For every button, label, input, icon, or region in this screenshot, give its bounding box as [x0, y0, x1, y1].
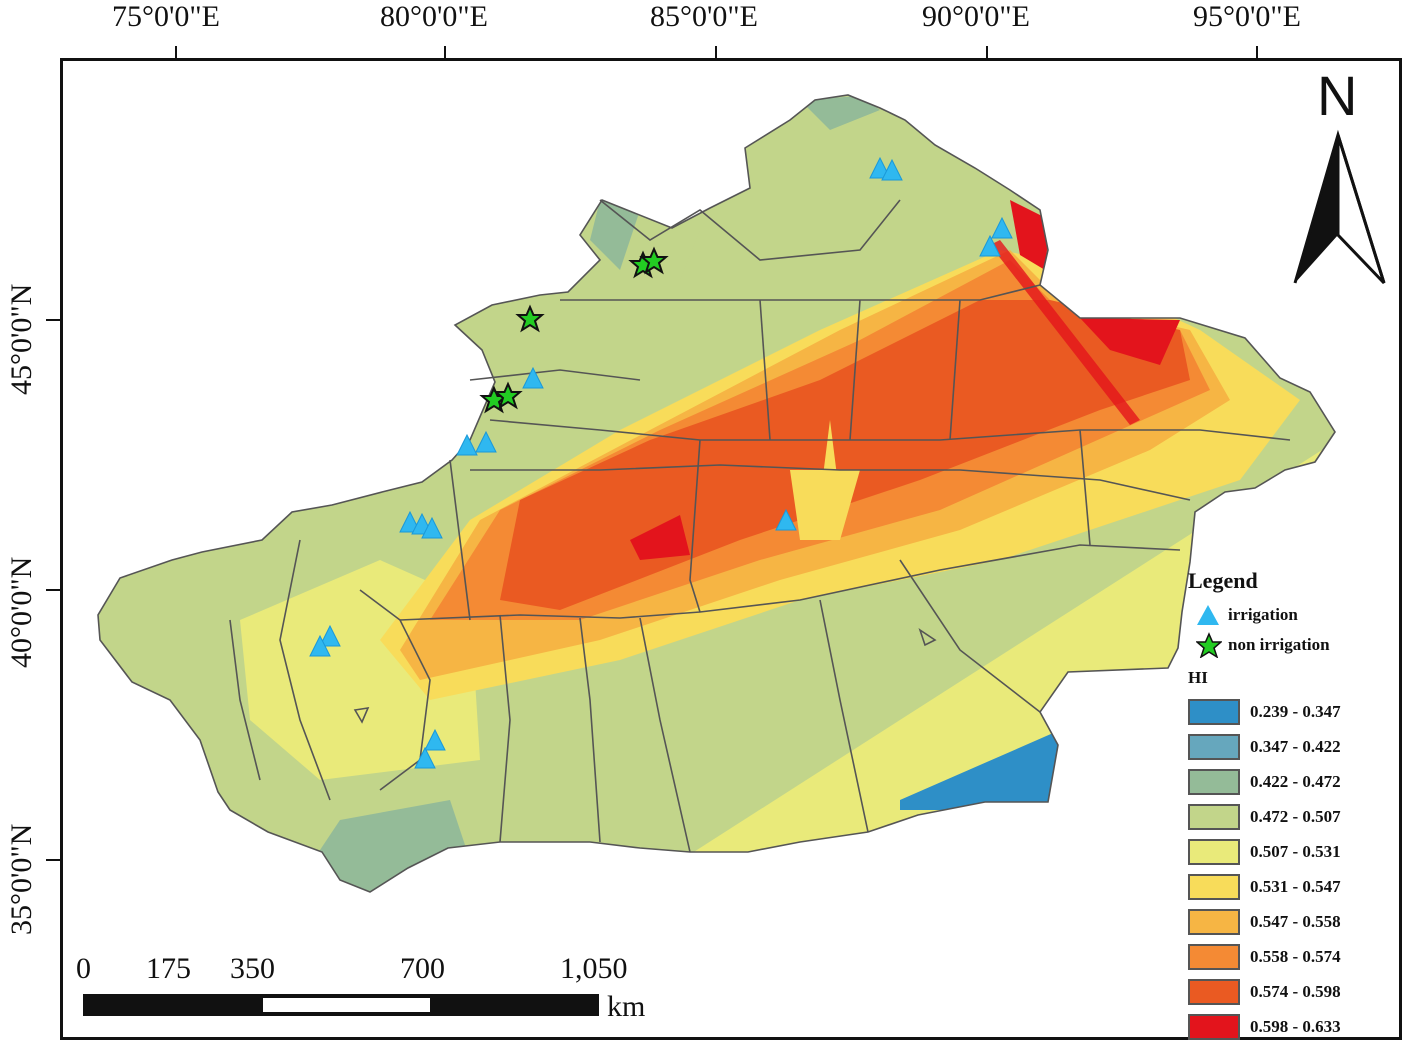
- irrigation-triangle-icon: [522, 366, 544, 389]
- hi-class-row: 0.558 - 0.574: [1188, 939, 1398, 974]
- legend-label-irrigation: irrigation: [1228, 605, 1298, 624]
- hi-class-row: 0.531 - 0.547: [1188, 869, 1398, 904]
- graticule-ticks: [46, 46, 1258, 861]
- star-icon: [1196, 632, 1222, 658]
- hi-class-label: 0.347 - 0.422: [1250, 736, 1341, 756]
- non-irrigation-star-icon: [515, 304, 545, 333]
- scale-tick-175: 175: [146, 952, 191, 985]
- hi-class-row: 0.422 - 0.472: [1188, 764, 1398, 799]
- scale-tick-1050: 1,050: [560, 952, 628, 985]
- legend: Legend irrigation non irrigation HI 0.23…: [1188, 568, 1398, 1044]
- irrigation-triangle-icon: [309, 634, 331, 657]
- non-irrigation-star-icon: [493, 381, 523, 410]
- irrigation-triangle-icon: [319, 624, 341, 647]
- hi-swatch: [1188, 978, 1240, 1005]
- hi-swatch: [1188, 908, 1240, 935]
- scale-tick-350: 350: [230, 952, 275, 985]
- hi-swatch: [1188, 838, 1240, 865]
- irrigation-triangle-icon: [979, 234, 1001, 257]
- hi-legend-classes: 0.239 - 0.347 0.347 - 0.422 0.422 - 0.47…: [1188, 694, 1398, 1044]
- north-arrow-letter: N: [1317, 64, 1358, 127]
- irrigation-triangle-icon: [414, 746, 436, 769]
- legend-label-non-irrigation: non irrigation: [1228, 635, 1330, 654]
- legend-item-irrigation: irrigation: [1188, 600, 1398, 630]
- irrigation-sites: [309, 156, 1013, 769]
- irrigation-triangle-icon: [421, 516, 443, 539]
- triangle-icon: [1197, 605, 1219, 625]
- admin-boundaries: [97, 94, 1336, 893]
- hi-class-label: 0.547 - 0.558: [1250, 911, 1341, 931]
- irrigation-triangle-icon: [775, 508, 797, 531]
- hi-swatch: [1188, 943, 1240, 970]
- irrigation-triangle-icon: [881, 158, 903, 181]
- hi-swatch: [1188, 733, 1240, 760]
- scale-bar-graphic: [83, 994, 599, 1016]
- hi-swatch: [1188, 768, 1240, 795]
- hi-class-label: 0.574 - 0.598: [1250, 981, 1341, 1001]
- irrigation-triangle-icon: [424, 728, 446, 751]
- scale-tick-0: 0: [76, 952, 91, 985]
- lon-label-95: 95°0'0"E: [1193, 0, 1301, 33]
- hi-class-row: 0.507 - 0.531: [1188, 834, 1398, 869]
- hi-class-row: 0.574 - 0.598: [1188, 974, 1398, 1009]
- lon-label-75: 75°0'0"E: [112, 0, 220, 33]
- hi-class-label: 0.239 - 0.347: [1250, 701, 1341, 721]
- hi-class-row: 0.547 - 0.558: [1188, 904, 1398, 939]
- hi-swatch: [1188, 803, 1240, 830]
- hi-class-row: 0.598 - 0.633: [1188, 1009, 1398, 1044]
- non-irrigation-sites: [479, 246, 669, 414]
- legend-title: Legend: [1188, 568, 1258, 593]
- lon-label-80: 80°0'0"E: [380, 0, 488, 33]
- irrigation-triangle-icon: [456, 433, 478, 456]
- lon-label-85: 85°0'0"E: [650, 0, 758, 33]
- hi-class-row: 0.239 - 0.347: [1188, 694, 1398, 729]
- hi-class-row: 0.472 - 0.507: [1188, 799, 1398, 834]
- north-arrow-icon: [1293, 129, 1386, 285]
- non-irrigation-star-icon: [639, 246, 669, 275]
- hi-swatch: [1188, 873, 1240, 900]
- hi-class-label: 0.598 - 0.633: [1250, 1016, 1341, 1036]
- hi-legend-title: HI: [1188, 668, 1208, 687]
- scale-unit: km: [607, 990, 646, 1023]
- irrigation-triangle-icon: [475, 430, 497, 453]
- irrigation-triangle-icon: [991, 216, 1013, 239]
- hi-class-row: 0.347 - 0.422: [1188, 729, 1398, 764]
- hi-swatch: [1188, 698, 1240, 725]
- hi-swatch: [1188, 1013, 1240, 1040]
- legend-item-non-irrigation: non irrigation: [1188, 630, 1398, 660]
- hi-class-label: 0.558 - 0.574: [1250, 946, 1341, 966]
- scale-tick-700: 700: [400, 952, 445, 985]
- hi-class-label: 0.507 - 0.531: [1250, 841, 1341, 861]
- lon-label-90: 90°0'0"E: [922, 0, 1030, 33]
- hi-class-label: 0.531 - 0.547: [1250, 876, 1341, 896]
- hi-class-label: 0.422 - 0.472: [1250, 771, 1341, 791]
- hi-class-label: 0.472 - 0.507: [1250, 806, 1341, 826]
